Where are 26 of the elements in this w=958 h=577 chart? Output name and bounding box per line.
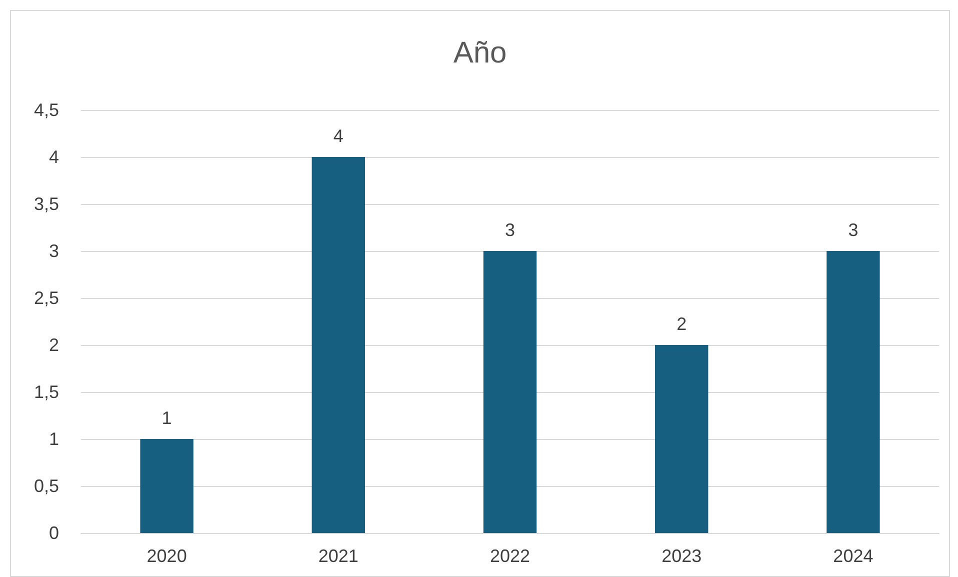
- bar: [655, 345, 708, 533]
- data-label: 4: [333, 126, 344, 146]
- x-tick-label: 2023: [662, 546, 702, 566]
- y-tick-label: 2: [48, 335, 59, 355]
- y-tick-label: 4,5: [34, 100, 59, 120]
- x-tick-label: 2022: [490, 546, 530, 566]
- y-tick-label: 4: [48, 147, 59, 167]
- x-tick-label: 2021: [318, 546, 358, 566]
- data-label: 1: [162, 408, 172, 428]
- chart-title: Año: [453, 36, 507, 70]
- bar: [826, 251, 880, 533]
- x-tick-label: 2020: [146, 546, 187, 566]
- data-label: 3: [848, 220, 858, 240]
- y-tick-label: 3: [48, 241, 59, 261]
- y-tick-label: 1: [48, 429, 59, 449]
- y-tick-label: 3,5: [34, 194, 59, 214]
- y-tick-label: 0: [48, 523, 59, 543]
- bar: [312, 157, 365, 533]
- data-label: 3: [504, 220, 516, 240]
- y-tick-label: 0,5: [34, 476, 59, 496]
- y-tick-label: 1,5: [34, 382, 59, 402]
- x-tick-label: 2024: [833, 546, 874, 566]
- bar: [140, 439, 194, 533]
- bar: [483, 251, 537, 533]
- data-label: 2: [676, 314, 687, 334]
- y-tick-label: 2,5: [34, 288, 59, 308]
